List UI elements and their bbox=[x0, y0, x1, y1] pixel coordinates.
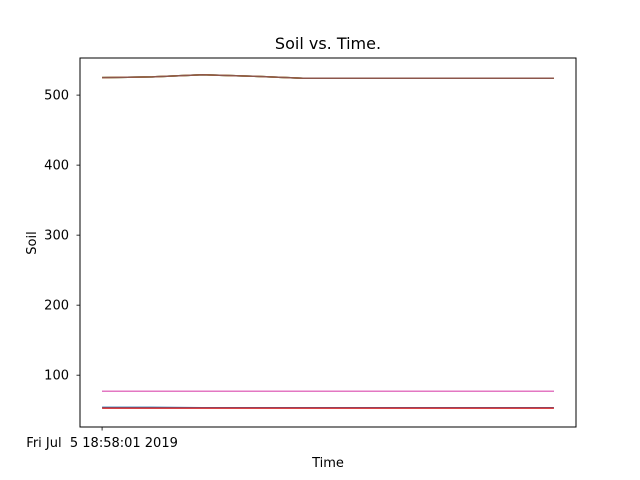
series-line-4 bbox=[102, 74, 554, 80]
chart-title: Soil vs. Time. bbox=[275, 34, 381, 53]
y-tick-label: 200 bbox=[44, 299, 69, 314]
x-axis: Fri Jul 5 18:58:01 2019 bbox=[26, 427, 178, 451]
y-tick-label: 300 bbox=[44, 229, 69, 244]
x-tick-label: Fri Jul 5 18:58:01 2019 bbox=[26, 436, 178, 451]
y-tick-label: 100 bbox=[44, 369, 69, 384]
plot-frame bbox=[79, 57, 577, 428]
y-tick-label: 500 bbox=[44, 89, 69, 104]
y-axis: 100 200 300 400 500 bbox=[44, 89, 80, 384]
y-tick-label: 400 bbox=[44, 159, 69, 174]
y-axis-label: Soil bbox=[25, 231, 40, 254]
x-axis-label: Time bbox=[311, 456, 344, 471]
series-layer bbox=[102, 74, 554, 409]
